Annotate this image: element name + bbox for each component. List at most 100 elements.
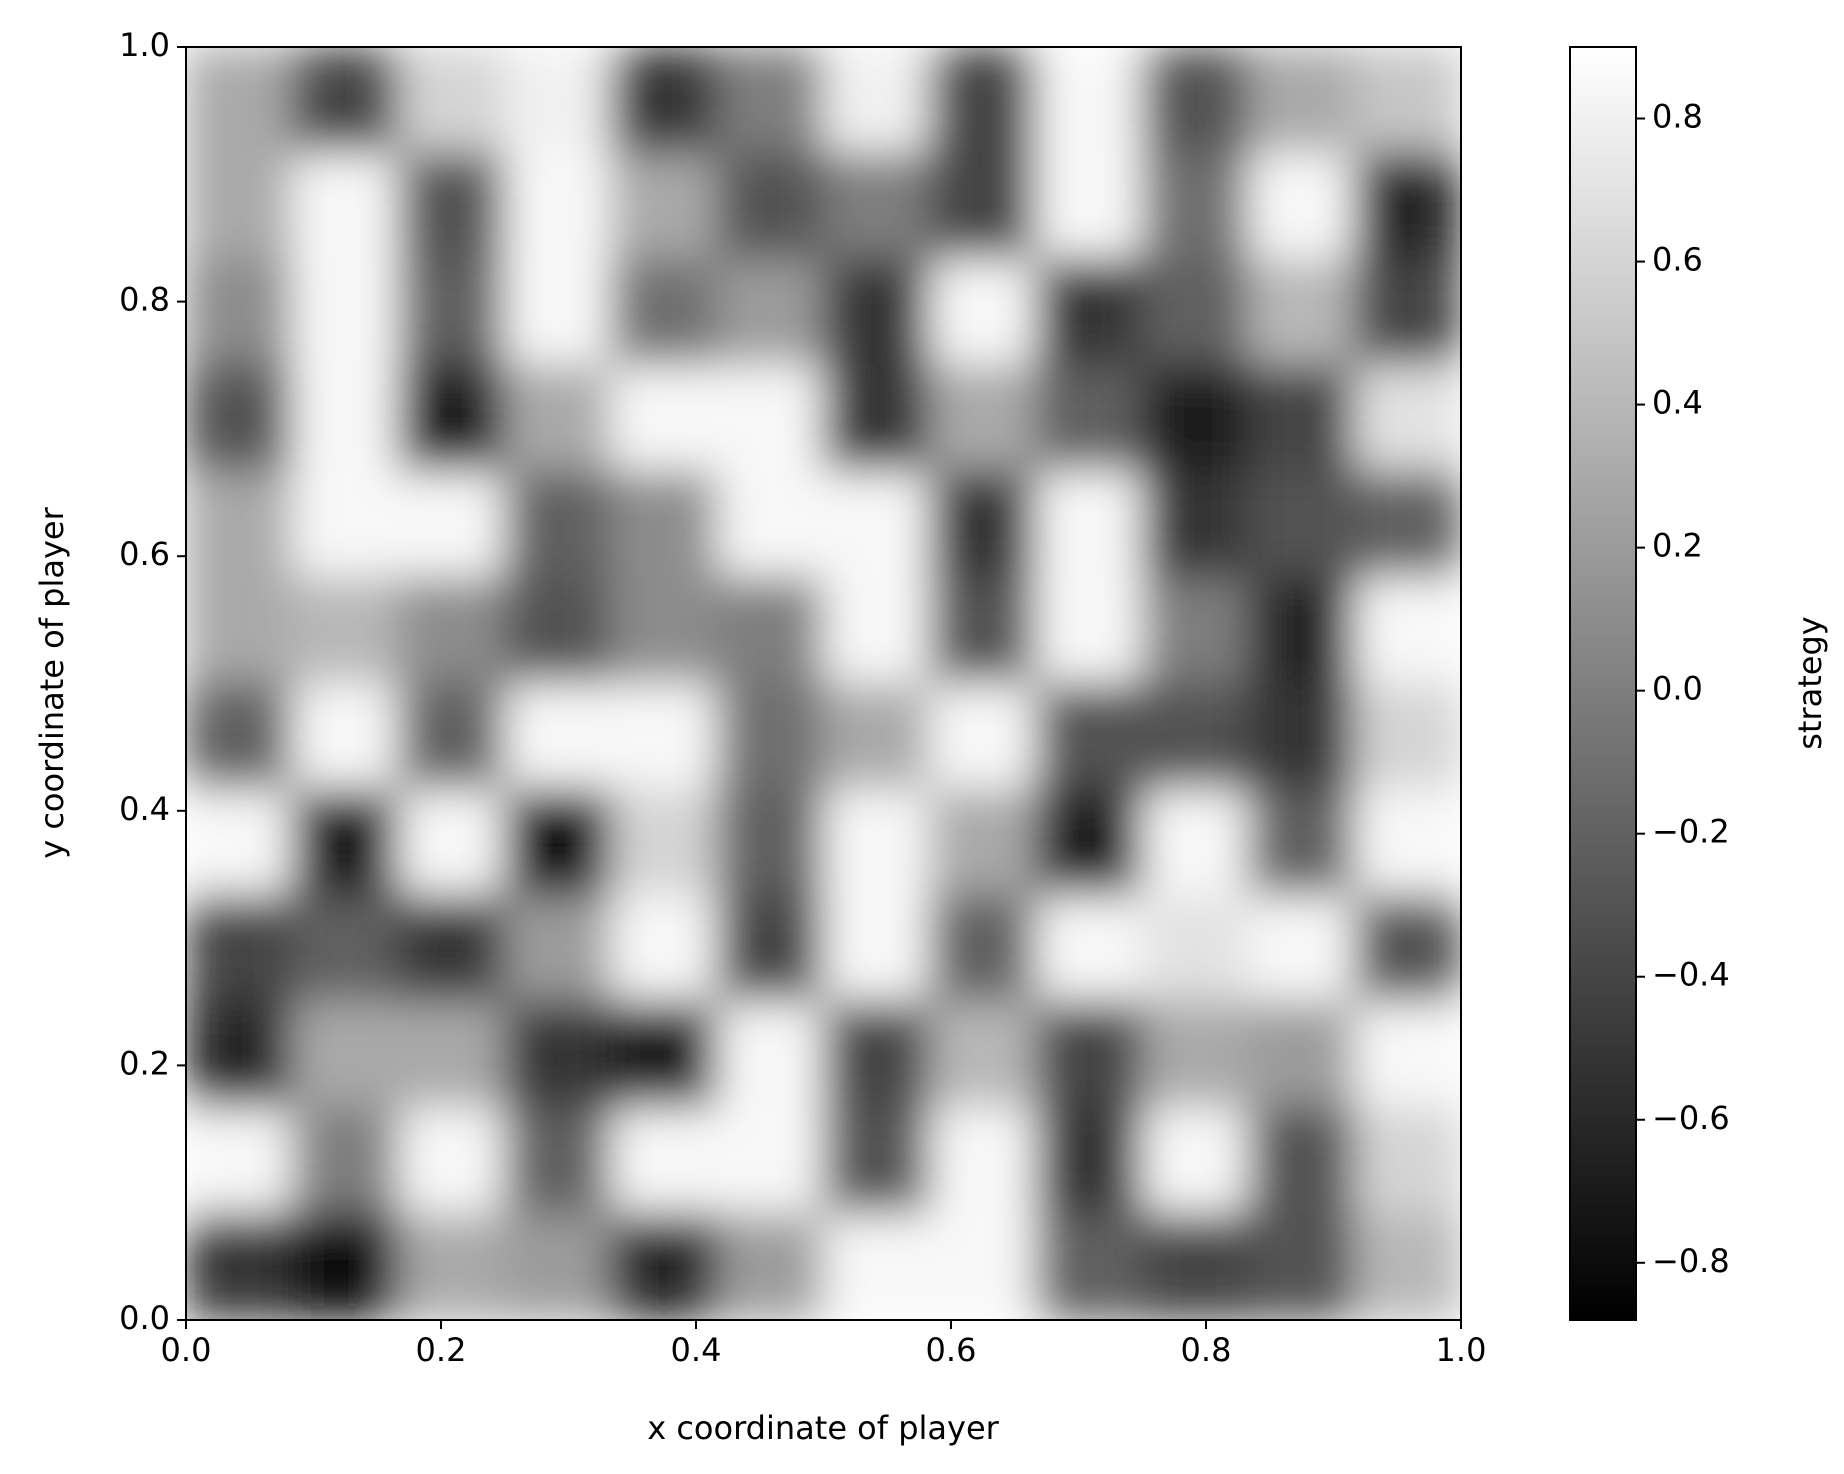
heatmap-cell <box>291 895 399 1003</box>
heatmap-cell <box>1141 47 1249 154</box>
heatmap-cell <box>186 470 293 578</box>
heatmap-cell <box>1141 789 1249 897</box>
heatmap-cell <box>504 789 612 897</box>
colorbar-tick-label: −0.8 <box>1652 1242 1730 1280</box>
heatmap-cell <box>1035 1107 1143 1215</box>
heatmap-cell <box>823 258 931 366</box>
heatmap-cell <box>186 1213 293 1320</box>
heatmap-cell <box>716 895 824 1003</box>
heatmap-cell <box>1354 470 1461 578</box>
heatmap-cell <box>823 789 931 897</box>
heatmap-cell <box>610 789 718 897</box>
heatmap-cell <box>1141 258 1249 366</box>
heatmap-cell <box>186 576 293 684</box>
heatmap-cell <box>610 470 718 578</box>
heatmap-cell <box>716 576 824 684</box>
heatmap-cell <box>1035 470 1143 578</box>
heatmap-cell <box>186 789 293 897</box>
colorbar <box>1569 46 1637 1321</box>
heatmap-cell <box>291 789 399 897</box>
heatmap-cell <box>504 152 612 260</box>
heatmap-cell <box>823 470 931 578</box>
heatmap <box>186 47 1461 1320</box>
y-axis-label: y coordinate of player <box>33 506 71 858</box>
heatmap-cell <box>398 1213 506 1320</box>
heatmap-cell <box>716 47 824 154</box>
heatmap-cell <box>291 47 399 154</box>
heatmap-cell <box>504 1107 612 1215</box>
heatmap-cell <box>610 576 718 684</box>
heatmap-cell <box>186 895 293 1003</box>
heatmap-cell <box>398 1107 506 1215</box>
heatmap-cell <box>1248 576 1356 684</box>
heatmap-cell <box>398 895 506 1003</box>
heatmap-cell <box>1141 1107 1249 1215</box>
heatmap-cell <box>291 683 399 791</box>
heatmap-cell <box>823 47 931 154</box>
heatmap-cell <box>504 1001 612 1109</box>
heatmap-cell <box>398 47 506 154</box>
heatmap-cell <box>291 258 399 366</box>
colorbar-tick-label: −0.2 <box>1652 813 1730 851</box>
heatmap-cell <box>1141 470 1249 578</box>
heatmap-cell <box>1035 152 1143 260</box>
plot-frame <box>185 46 1462 1321</box>
heatmap-cell <box>823 152 931 260</box>
heatmap-cell <box>186 258 293 366</box>
heatmap-cell <box>186 152 293 260</box>
heatmap-cell <box>1354 576 1461 684</box>
heatmap-cell <box>504 683 612 791</box>
heatmap-cell <box>186 364 293 472</box>
heatmap-cell <box>398 683 506 791</box>
heatmap-cell <box>1354 789 1461 897</box>
colorbar-tick-label: 0.0 <box>1652 670 1703 708</box>
heatmap-cell <box>186 1001 293 1109</box>
heatmap-cell <box>291 1107 399 1215</box>
colorbar-tick-label: −0.6 <box>1652 1099 1730 1137</box>
heatmap-cell <box>1035 1213 1143 1320</box>
heatmap-cell <box>1354 1001 1461 1109</box>
heatmap-cell <box>186 683 293 791</box>
colorbar-tick-label: 0.8 <box>1652 98 1703 136</box>
heatmap-cell <box>1035 576 1143 684</box>
heatmap-cell <box>716 152 824 260</box>
heatmap-cell <box>610 895 718 1003</box>
heatmap-cell <box>1354 683 1461 791</box>
heatmap-cell <box>1141 1213 1249 1320</box>
heatmap-cell <box>1035 1001 1143 1109</box>
heatmap-cell <box>929 364 1037 472</box>
heatmap-cell <box>929 1107 1037 1215</box>
y-tick-label: 0.4 <box>119 790 170 828</box>
heatmap-cell <box>929 1213 1037 1320</box>
heatmap-cell <box>291 470 399 578</box>
heatmap-cell <box>929 576 1037 684</box>
colorbar-tick-label: 0.4 <box>1652 384 1703 422</box>
heatmap-cell <box>291 152 399 260</box>
heatmap-cell <box>1141 576 1249 684</box>
heatmap-cell <box>929 47 1037 154</box>
heatmap-cell <box>823 895 931 1003</box>
x-tick-label: 1.0 <box>1436 1331 1487 1369</box>
heatmap-cell <box>1035 364 1143 472</box>
heatmap-cell <box>398 364 506 472</box>
colorbar-tick-label: −0.4 <box>1652 956 1730 994</box>
heatmap-cell <box>610 47 718 154</box>
colorbar-tick-label: 0.2 <box>1652 527 1703 565</box>
heatmap-cell <box>716 683 824 791</box>
x-tick-label: 0.0 <box>161 1331 212 1369</box>
heatmap-cell <box>1141 152 1249 260</box>
heatmap-cell <box>504 470 612 578</box>
heatmap-cell <box>823 1107 931 1215</box>
heatmap-cell <box>1248 1001 1356 1109</box>
heatmap-cell <box>504 364 612 472</box>
heatmap-cell <box>929 152 1037 260</box>
heatmap-cell <box>1354 1213 1461 1320</box>
heatmap-cell <box>823 683 931 791</box>
heatmap-cell <box>398 470 506 578</box>
heatmap-cell <box>610 683 718 791</box>
colorbar-label: strategy <box>1791 616 1829 749</box>
heatmap-cell <box>823 1001 931 1109</box>
x-tick-label: 0.4 <box>671 1331 722 1369</box>
heatmap-cell <box>1248 152 1356 260</box>
